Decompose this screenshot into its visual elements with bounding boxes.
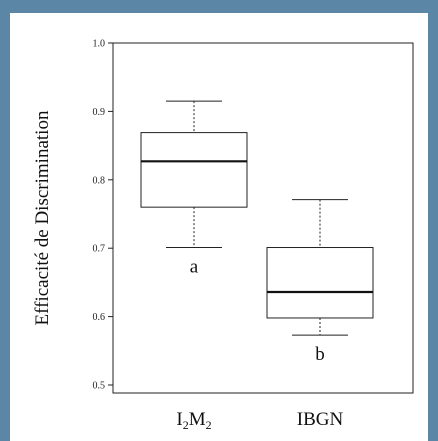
y-tick-label-2: 0.7 <box>93 244 106 255</box>
box-group-0: a <box>140 100 248 278</box>
x-label-0-sub2: 2 <box>206 418 212 432</box>
y-tick-label-1: 0.6 <box>93 312 106 323</box>
x-label-0-label: I <box>176 409 182 430</box>
y-tick-label-5: 1.0 <box>93 39 106 50</box>
group-letter-0: a <box>190 257 199 278</box>
box-1 <box>266 247 374 319</box>
x-label-0-sub: 2 <box>183 418 189 432</box>
x-label-1: IBGN <box>297 409 344 430</box>
x-label-0: I2M2 <box>176 409 211 432</box>
boxes: ab <box>140 100 374 365</box>
box-group-1: b <box>266 199 374 365</box>
y-tick-label-4: 0.9 <box>93 107 106 118</box>
y-tick-label-0: 0.5 <box>93 381 106 392</box>
plot-frame <box>112 42 414 394</box>
boxplot-chart: 0.50.60.70.80.91.0 ab Efficacité de Disc… <box>32 39 414 432</box>
box-0 <box>140 132 248 208</box>
x-label-0-label2: M <box>189 409 206 430</box>
y-axis: 0.5 0.6 0.7 0.8 0.9 1.0 <box>93 39 113 392</box>
y-axis-title: Efficacité de Discrimination <box>32 110 53 325</box>
x-axis-labels: I2M2 IBGN <box>176 409 343 432</box>
y-tick-label-3: 0.8 <box>93 175 106 186</box>
group-letter-1: b <box>315 344 325 365</box>
